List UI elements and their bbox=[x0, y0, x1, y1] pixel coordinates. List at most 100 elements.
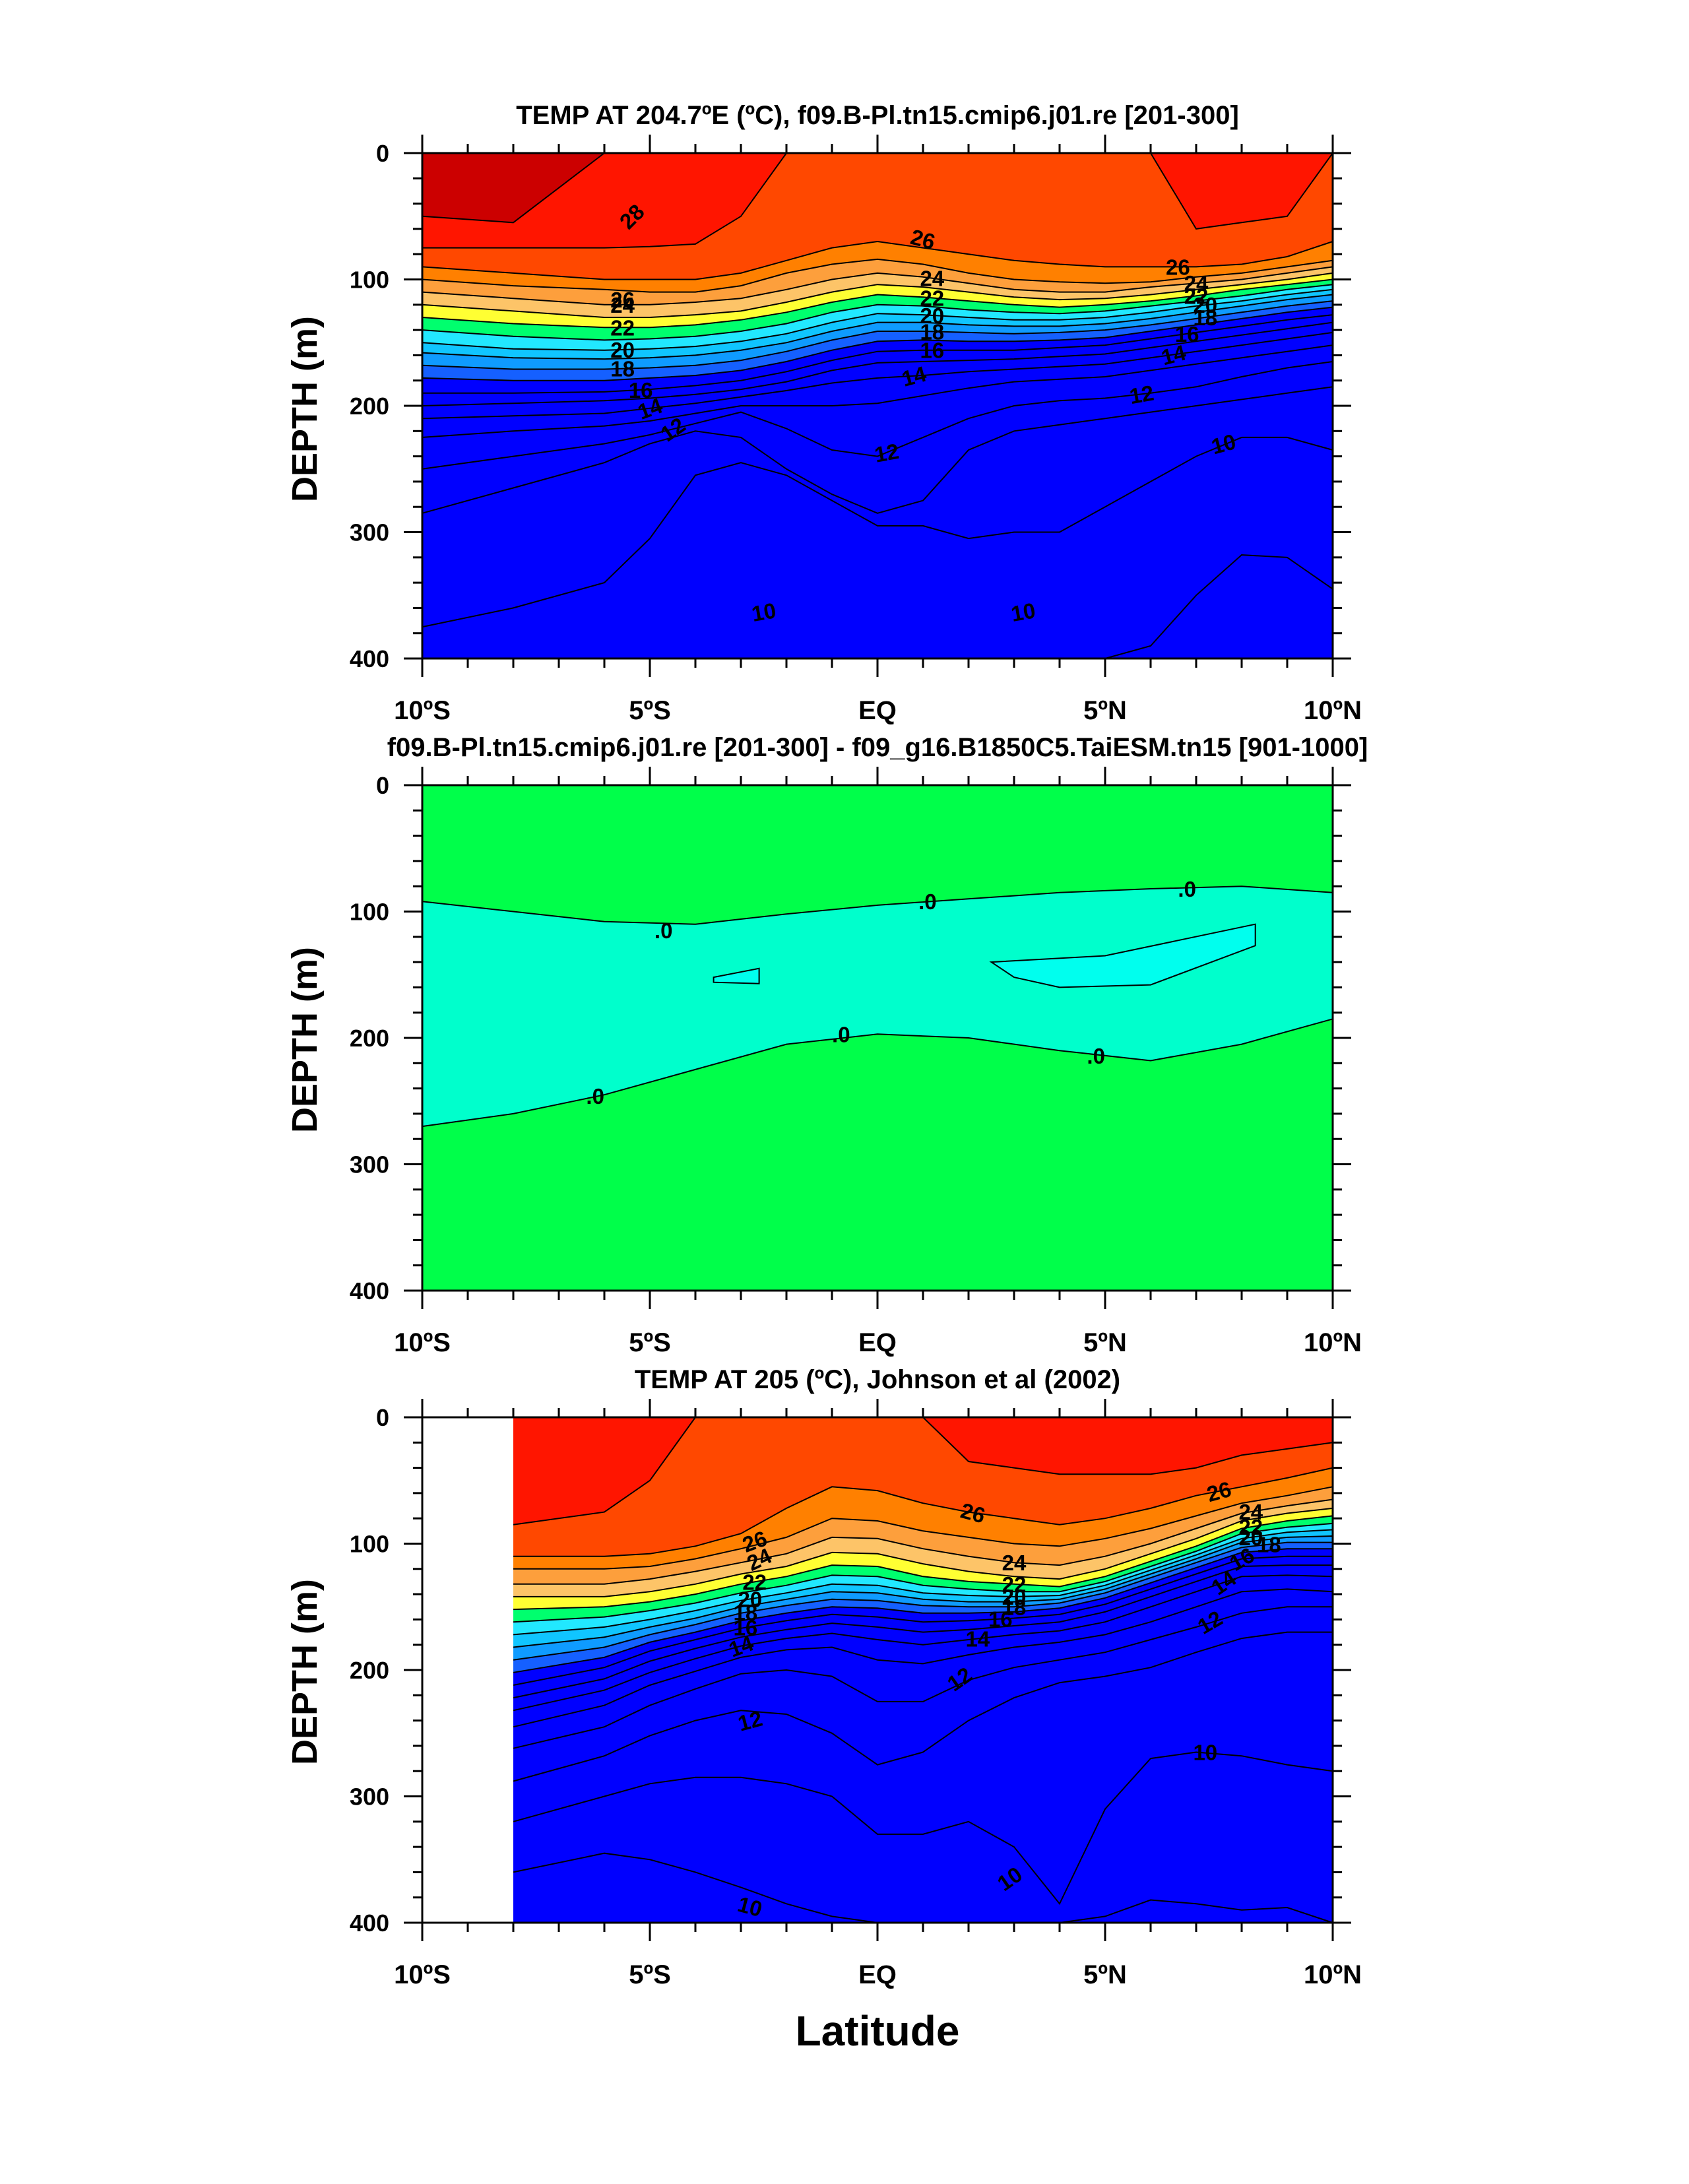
isotherm-line bbox=[513, 1467, 1333, 1557]
contour-label: .0 bbox=[918, 889, 937, 914]
isotherm-line bbox=[513, 1507, 1333, 1597]
x-tick-label: EQ bbox=[858, 696, 897, 725]
contour-label: 22 bbox=[742, 1570, 767, 1594]
x-tick-label: 10ºS bbox=[394, 1960, 451, 1989]
contour-label: .0 bbox=[832, 1022, 850, 1046]
y-tick-label: 0 bbox=[376, 772, 389, 799]
isotherm-line bbox=[513, 1548, 1333, 1673]
y-tick-label: 400 bbox=[350, 1910, 389, 1937]
isotherm-line bbox=[422, 240, 1333, 280]
y-axis-label: DEPTH (m) bbox=[285, 316, 325, 502]
x-tick-label: 10ºS bbox=[394, 1328, 451, 1357]
panel-title: f09.B-Pl.tn15.cmip6.j01.re [201-300] - f… bbox=[387, 733, 1368, 762]
isotherm-line bbox=[422, 321, 1333, 406]
y-tick-label: 100 bbox=[350, 267, 389, 294]
contour-label: 18 bbox=[1257, 1533, 1281, 1557]
contour-label: 16 bbox=[629, 378, 653, 402]
isotherm-line bbox=[422, 266, 1333, 305]
panel-model-difference: f09.B-Pl.tn15.cmip6.j01.re [201-300] - f… bbox=[285, 733, 1368, 1357]
contour-label: .0 bbox=[654, 918, 673, 943]
contour-label: 24 bbox=[1184, 271, 1209, 296]
contour-label: 22 bbox=[920, 286, 944, 310]
contour-label: 12 bbox=[1128, 380, 1156, 408]
isotherm-line bbox=[422, 306, 1333, 381]
contour-labels: .0 .0 .0 .0 .0 .0 bbox=[586, 877, 1196, 1108]
y-tick-label: 0 bbox=[376, 1404, 389, 1431]
contour-label: 20 bbox=[920, 304, 944, 328]
contour-label: 18 bbox=[610, 357, 635, 381]
contour-label: 16 bbox=[920, 338, 944, 363]
isotherm-line bbox=[422, 284, 1333, 341]
isotherm-line bbox=[513, 1555, 1333, 1686]
contour-label: 16 bbox=[734, 1616, 758, 1640]
y-tick-label: 400 bbox=[350, 645, 389, 672]
x-tick-label: 10ºS bbox=[394, 696, 451, 725]
contour-label: 18 bbox=[734, 1601, 758, 1625]
isotherm-line bbox=[513, 1588, 1333, 1728]
difference-fill-bands bbox=[422, 785, 1333, 1291]
contour-label: 24 bbox=[610, 293, 635, 317]
isotherm-line bbox=[422, 344, 1333, 438]
panel-title: TEMP AT 205 (ºC), Johnson et al (2002) bbox=[635, 1365, 1120, 1394]
isotherm-line bbox=[513, 1417, 1333, 1526]
isotherm-line bbox=[513, 1529, 1333, 1636]
x-tick-label: EQ bbox=[858, 1960, 897, 1989]
x-tick-label: 5ºS bbox=[629, 696, 671, 725]
isotherm-line bbox=[513, 1574, 1333, 1712]
y-axis-label: DEPTH (m) bbox=[285, 947, 325, 1133]
contour-label: 18 bbox=[920, 319, 944, 344]
x-tick-labels: 10ºS 5ºS EQ 5ºN 10ºN bbox=[394, 696, 1362, 725]
x-tick-label: 5ºN bbox=[1083, 1960, 1127, 1989]
isotherm-line bbox=[513, 1486, 1333, 1570]
contour-label: 16 bbox=[1175, 322, 1199, 346]
y-tick-label: 200 bbox=[350, 1025, 389, 1052]
contour-label: 20 bbox=[1002, 1585, 1027, 1609]
contour-label: 22 bbox=[610, 315, 635, 340]
isotherm-line bbox=[422, 436, 1333, 628]
y-tick-label: 300 bbox=[350, 519, 389, 546]
contour-label: 22 bbox=[1238, 1515, 1263, 1539]
x-tick-label: 5ºS bbox=[629, 1328, 671, 1357]
isotherm-line bbox=[513, 1564, 1333, 1699]
y-tick-label: 200 bbox=[350, 1657, 389, 1684]
zero-contour-line bbox=[713, 967, 760, 984]
isotherm-line bbox=[513, 1631, 1333, 1782]
contour-label: 10 bbox=[1009, 598, 1038, 626]
isotherm-line bbox=[422, 314, 1333, 394]
y-tick-label: 100 bbox=[350, 899, 389, 926]
y-tick-label: 300 bbox=[350, 1783, 389, 1811]
x-tick-labels: 10ºS 5ºS EQ 5ºN 10ºN bbox=[394, 1960, 1362, 1989]
contour-label: 10 bbox=[749, 598, 778, 626]
panel-observed-temperature: TEMP AT 205 (ºC), Johnson et al (2002) D… bbox=[285, 1365, 1362, 1989]
panel-model-temperature: TEMP AT 204.7ºE (ºC), f09.B-Pl.tn15.cmip… bbox=[285, 101, 1362, 725]
fill-band bbox=[991, 924, 1256, 988]
zero-contour-line bbox=[422, 885, 1333, 925]
axis-ticks bbox=[404, 1399, 1351, 1941]
isotherm-line bbox=[513, 1541, 1333, 1661]
isotherm-line bbox=[513, 1751, 1333, 1906]
x-axis-label: Latitude bbox=[796, 2007, 960, 2055]
zero-contour-line bbox=[422, 1018, 1333, 1128]
contour-label: 24 bbox=[920, 267, 944, 291]
axis-ticks bbox=[404, 767, 1351, 1309]
isotherm-line bbox=[422, 294, 1333, 360]
contour-label: 26 bbox=[1166, 255, 1190, 279]
contour-label: 16 bbox=[988, 1607, 1013, 1632]
isotherm-line bbox=[513, 1522, 1333, 1623]
x-tick-label: EQ bbox=[858, 1328, 897, 1357]
contour-label: 20 bbox=[738, 1587, 762, 1611]
fill-band bbox=[713, 968, 759, 984]
y-tick-label: 0 bbox=[376, 140, 389, 167]
x-tick-label: 5ºS bbox=[629, 1960, 671, 1989]
contour-label: 24 bbox=[1238, 1500, 1263, 1524]
y-tick-labels: 0 100 200 300 400 bbox=[350, 1404, 389, 1937]
isotherm-line bbox=[513, 1535, 1333, 1648]
axis-ticks bbox=[404, 135, 1351, 677]
isotherm-line bbox=[422, 361, 1333, 470]
x-tick-label: 5ºN bbox=[1083, 1328, 1127, 1357]
panel-title: TEMP AT 204.7ºE (ºC), f09.B-Pl.tn15.cmip… bbox=[516, 101, 1239, 130]
contour-label: .0 bbox=[1178, 877, 1196, 901]
y-axis-label: DEPTH (m) bbox=[285, 1579, 325, 1765]
contour-label: 20 bbox=[1238, 1526, 1263, 1550]
